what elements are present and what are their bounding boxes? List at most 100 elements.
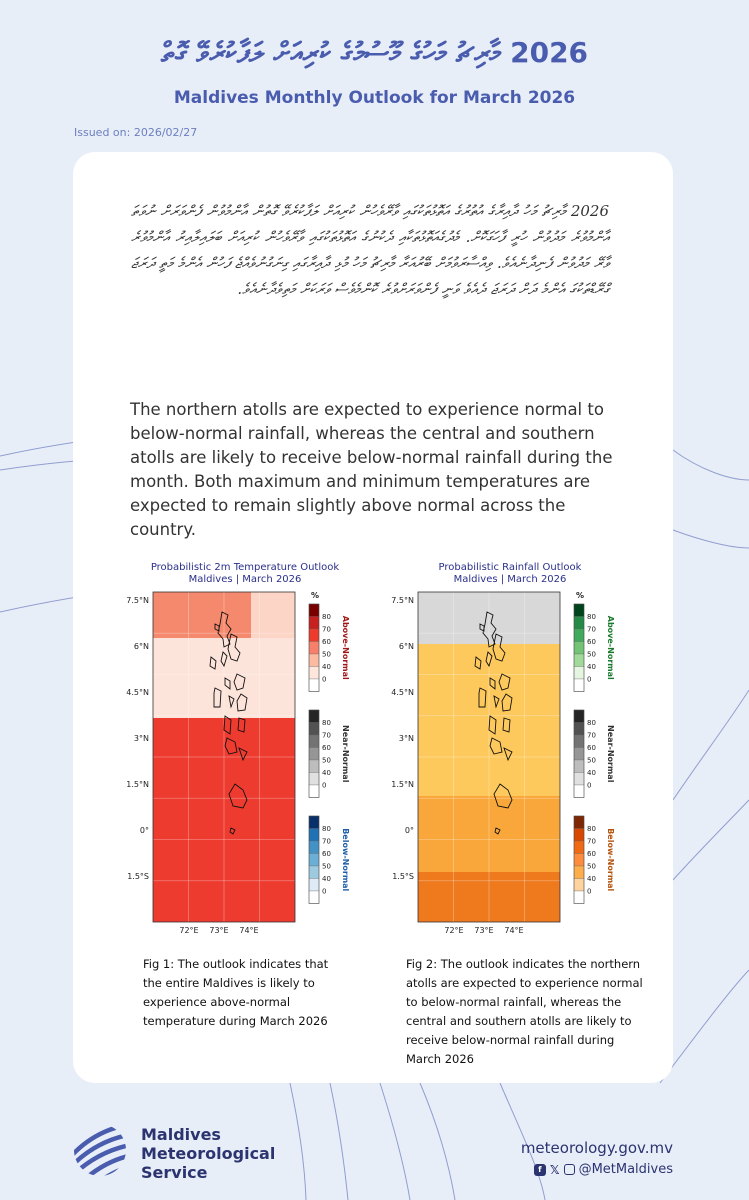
legend-category-label: Below-Normal xyxy=(341,828,350,891)
legend-tick-label: 80 xyxy=(322,719,331,727)
legend-category-label: Above-Normal xyxy=(606,616,615,680)
legend-percent-label: % xyxy=(576,591,584,600)
rainfall-map-title-line1: Probabilistic Rainfall Outlook xyxy=(438,562,582,573)
legend-swatch xyxy=(573,653,585,667)
legend-swatch xyxy=(573,628,585,642)
legend-tick-label: 80 xyxy=(587,825,596,833)
temperature-map: 7.5°N 6°N 4.5°N 3°N 1.5°N 0° 1.5°S 72°E 73°E 74°E… xyxy=(126,591,350,935)
legend-swatch xyxy=(573,878,585,892)
org-name-line3: Service xyxy=(141,1163,208,1182)
english-paragraph: The northern atolls are expected to expe… xyxy=(130,400,613,539)
legend-tick-label: 0 xyxy=(587,782,591,790)
figure2-caption: Fig 2: The outlook indicates the norther… xyxy=(406,957,643,1066)
legend-tick-label: 60 xyxy=(587,744,596,752)
legend-swatch xyxy=(573,865,585,879)
lon-tick-label: 72°E xyxy=(444,926,463,935)
content-card: 2026 މާރިޗު މަހު ދާއިރާގެ އުތުރުގެ އަތޮޅ… xyxy=(73,152,673,1083)
legend-tick-label: 60 xyxy=(322,744,331,752)
lon-tick-label: 74°E xyxy=(239,926,258,935)
facebook-icon[interactable]: f xyxy=(533,1163,546,1176)
legend-tick-label: 50 xyxy=(587,757,596,765)
social-handle[interactable]: @MetMaldives xyxy=(578,1162,673,1177)
x-icon[interactable]: 𝕏 xyxy=(549,1162,560,1177)
legend-swatch xyxy=(308,603,320,617)
legend-percent-label: % xyxy=(311,591,319,600)
legend-swatch xyxy=(308,772,320,786)
temperature-map-title-line2: Maldives | March 2026 xyxy=(188,574,302,585)
legend-swatch xyxy=(573,734,585,748)
legend-tick-label: 60 xyxy=(587,850,596,858)
legend-swatch xyxy=(308,641,320,655)
rain-region-north-central xyxy=(418,644,560,796)
lat-tick-label: 7.5°N xyxy=(391,596,414,605)
mms-logo-icon xyxy=(74,1124,126,1176)
legend-tick-label: 40 xyxy=(587,663,596,671)
legend-swatch xyxy=(308,890,320,904)
legend-swatch xyxy=(573,616,585,630)
legend-swatch xyxy=(573,666,585,680)
temp-region-north-west xyxy=(153,592,251,638)
instagram-icon[interactable] xyxy=(563,1164,575,1175)
legend-bar-frame xyxy=(573,603,585,692)
legend-swatch xyxy=(308,759,320,773)
legend-swatch xyxy=(573,747,585,761)
legend-swatch xyxy=(573,603,585,617)
legend-swatch xyxy=(573,772,585,786)
legend-tick-label: 40 xyxy=(322,663,331,671)
atoll-outlines xyxy=(474,611,513,835)
rainfall-map-figure: Probabilistic Rainfall Outlook Maldives … xyxy=(390,560,630,940)
legend-tick-label: 80 xyxy=(587,613,596,621)
legend-tick-label: 50 xyxy=(322,863,331,871)
legend-swatch xyxy=(308,722,320,736)
legend-tick-label: 40 xyxy=(587,875,596,883)
social-links: f 𝕏 @MetMaldives xyxy=(533,1162,673,1177)
legend-bar-frame xyxy=(308,603,320,692)
legend-swatch xyxy=(308,628,320,642)
legend-bar-frame xyxy=(573,709,585,798)
legend-swatch xyxy=(308,678,320,692)
rainfall-map-title-line2: Maldives | March 2026 xyxy=(453,574,567,585)
legend-category-label: Near-Normal xyxy=(606,725,615,783)
legend-tick-label: 70 xyxy=(587,838,596,846)
legend-tick-label: 70 xyxy=(587,732,596,740)
legend-tick-label: 80 xyxy=(322,613,331,621)
legend-swatch xyxy=(573,784,585,798)
lat-tick-label: 1.5°N xyxy=(126,780,149,789)
legend-tick-label: 40 xyxy=(322,769,331,777)
legend-category-label: Below-Normal xyxy=(606,828,615,891)
org-name-line1: Maldives xyxy=(141,1125,221,1144)
lat-tick-label: 0° xyxy=(140,826,149,835)
legend-swatch xyxy=(308,709,320,723)
figure1-caption: Fig 1: The outlook indicates that the en… xyxy=(143,957,329,1028)
legend-bar-frame xyxy=(308,709,320,798)
legend-tick-label: 70 xyxy=(587,626,596,634)
temp-region-north-east xyxy=(251,592,295,638)
lon-tick-label: 73°E xyxy=(474,926,493,935)
legend-swatch xyxy=(573,759,585,773)
lat-tick-label: 1.5°N xyxy=(391,780,414,789)
legend-swatch xyxy=(573,678,585,692)
website-link[interactable]: meteorology.gov.mv xyxy=(520,1139,673,1157)
legend-tick-label: 70 xyxy=(322,626,331,634)
legend-swatch xyxy=(573,815,585,829)
legend-swatch xyxy=(308,653,320,667)
legend-tick-label: 0 xyxy=(587,888,591,896)
legend-tick-label: 0 xyxy=(587,676,591,684)
temp-region-central xyxy=(153,638,295,718)
legend-tick-label: 70 xyxy=(322,838,331,846)
lat-tick-label: 6°N xyxy=(399,642,414,651)
lat-tick-label: 0° xyxy=(405,826,414,835)
page-title: Maldives Monthly Outlook for March 2026 xyxy=(173,88,576,108)
legend-swatch xyxy=(308,734,320,748)
org-name-line2: Meteorological xyxy=(141,1144,276,1163)
issued-date: Issued on: 2026/02/27 xyxy=(74,126,198,139)
legend-tick-label: 0 xyxy=(322,782,326,790)
lat-tick-label: 1.5°S xyxy=(127,872,149,881)
legend-swatch xyxy=(308,878,320,892)
temperature-map-figure: Probabilistic 2m Temperature Outlook Mal… xyxy=(125,560,365,940)
legend-swatch xyxy=(573,890,585,904)
legend-tick-label: 60 xyxy=(587,638,596,646)
page-title-dhivehi: 2026 މާރިޗު މަހުގެ މޫސުމުގެ ކުރިއަށް ލަފ… xyxy=(160,36,589,69)
legend-tick-label: 50 xyxy=(587,863,596,871)
legend-tick-label: 40 xyxy=(587,769,596,777)
